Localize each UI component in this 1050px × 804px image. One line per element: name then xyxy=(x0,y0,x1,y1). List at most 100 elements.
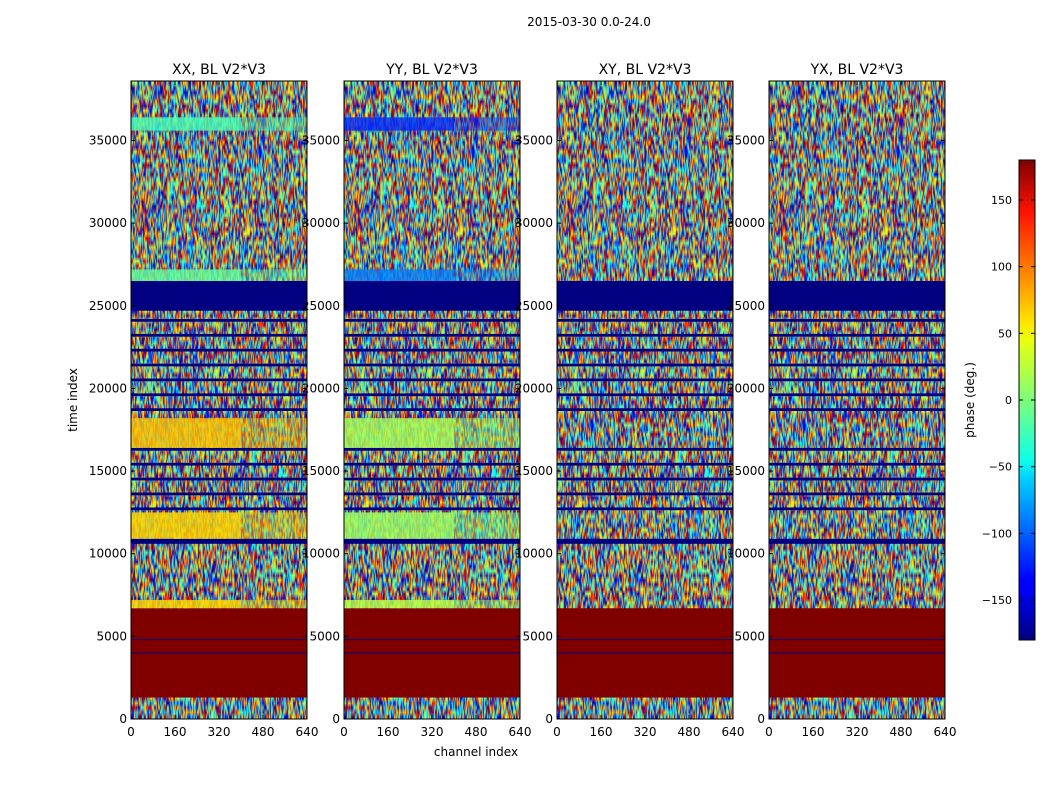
y-tick-label: 15000 xyxy=(302,464,340,478)
flagged-row-stripe xyxy=(557,333,733,337)
x-tick-label: 320 xyxy=(846,725,869,739)
panel-xy: XY, BL V2*V3 0 160 320 480 640 0 5000 10000 15000… xyxy=(515,62,745,739)
flagged-row-stripe xyxy=(131,363,307,367)
flagged-row-stripe xyxy=(769,393,945,397)
flagged-row-stripe xyxy=(769,348,945,352)
coherent-phase-band xyxy=(454,418,520,448)
y-tick-label: 10000 xyxy=(515,547,553,561)
flagged-row-stripe xyxy=(557,462,733,466)
coherent-phase-band xyxy=(241,117,307,131)
x-tick-label: 320 xyxy=(421,725,444,739)
y-tick-label: 20000 xyxy=(302,381,340,395)
flagged-row-stripe xyxy=(131,507,307,511)
colorbar-tick-label: 100 xyxy=(991,261,1012,274)
coherent-phase-band xyxy=(454,599,520,609)
coherent-phase-band xyxy=(241,418,307,448)
y-tick-label: 35000 xyxy=(302,134,340,148)
flagged-row-stripe xyxy=(131,348,307,352)
flagged-row-stripe xyxy=(344,319,520,322)
flagged-row-stripe xyxy=(131,477,307,481)
y-tick-label: 25000 xyxy=(727,299,765,313)
flagged-row-stripe xyxy=(344,333,520,337)
uniform-phase-band xyxy=(769,538,945,544)
y-tick-label: 25000 xyxy=(302,299,340,313)
panel-title: YX, BL V2*V3 xyxy=(810,62,904,78)
coherent-phase-band xyxy=(344,269,454,281)
y-tick-label: 15000 xyxy=(727,464,765,478)
colorbar-label: phase (deg.) xyxy=(963,362,977,438)
uniform-phase-band xyxy=(131,280,307,311)
x-tick-label: 480 xyxy=(465,725,488,739)
panel-xx: XX, BL V2*V3 0 160 320 480 640 0 5000 10000 15000… xyxy=(89,62,319,739)
flagged-row-stripe xyxy=(344,447,520,451)
x-tick-label: 640 xyxy=(509,725,532,739)
y-tick-label: 20000 xyxy=(727,381,765,395)
flagged-row-stripe xyxy=(344,408,520,411)
uniform-phase-band xyxy=(557,538,733,544)
flagged-row-stripe xyxy=(557,507,733,511)
flagged-row-stripe xyxy=(131,447,307,451)
y-tick-label: 10000 xyxy=(727,547,765,561)
panel-image xyxy=(131,81,307,719)
panel-yx: YX, BL V2*V3 0 160 320 480 640 0 5000 10000 15000… xyxy=(727,62,957,739)
flagged-row-stripe xyxy=(344,492,520,496)
flagged-row-stripe xyxy=(557,477,733,481)
flagged-row-stripe xyxy=(557,378,733,382)
flagged-row-stripe xyxy=(557,393,733,397)
coherent-phase-band xyxy=(131,599,241,609)
y-tick-label: 30000 xyxy=(727,216,765,230)
panel-yy: YY, BL V2*V3 0 160 320 480 640 0 5000 10000 15000… xyxy=(302,62,532,739)
colorbar-tick-label: 0 xyxy=(1005,394,1012,407)
y-tick-label: 5000 xyxy=(309,629,340,643)
flagged-row-stripe xyxy=(344,393,520,397)
flagged-row-stripe xyxy=(344,348,520,352)
uniform-phase-band xyxy=(131,538,307,544)
y-tick-label: 35000 xyxy=(727,134,765,148)
y-tick-label: 20000 xyxy=(89,381,127,395)
colorbar-tick-label: −150 xyxy=(982,594,1012,607)
y-tick-label: 25000 xyxy=(89,299,127,313)
coherent-phase-band xyxy=(344,117,454,131)
y-axis-label: time index xyxy=(66,368,80,432)
y-tick-label: 5000 xyxy=(734,629,765,643)
figure-suptitle: 2015-03-30 0.0-24.0 xyxy=(527,15,651,29)
flagged-row-stripe xyxy=(769,363,945,367)
flagged-row-stripe xyxy=(769,462,945,466)
panel-title: XY, BL V2*V3 xyxy=(599,62,692,78)
y-tick-label: 35000 xyxy=(89,134,127,148)
y-tick-label: 30000 xyxy=(89,216,127,230)
x-tick-label: 0 xyxy=(340,725,348,739)
coherent-phase-band xyxy=(344,512,454,539)
y-tick-label: 0 xyxy=(119,712,127,726)
y-tick-label: 5000 xyxy=(96,629,127,643)
y-tick-label: 0 xyxy=(757,712,765,726)
x-tick-label: 640 xyxy=(934,725,957,739)
colorbar-tick-label: 150 xyxy=(991,194,1012,207)
x-tick-label: 480 xyxy=(252,725,275,739)
coherent-phase-band xyxy=(131,117,241,131)
flagged-row-stripe xyxy=(131,393,307,397)
y-tick-label: 15000 xyxy=(515,464,553,478)
coherent-phase-band xyxy=(131,418,241,448)
flagged-row-stripe xyxy=(131,462,307,466)
y-tick-label: 10000 xyxy=(89,547,127,561)
y-tick-label: 30000 xyxy=(515,216,553,230)
flagged-row-stripe xyxy=(769,477,945,481)
coherent-phase-band xyxy=(454,117,520,131)
coherent-phase-band xyxy=(241,599,307,609)
x-tick-label: 480 xyxy=(890,725,913,739)
x-axis-label: channel index xyxy=(434,745,518,759)
y-tick-label: 0 xyxy=(545,712,553,726)
x-tick-label: 160 xyxy=(802,725,825,739)
flagged-row-stripe xyxy=(769,507,945,511)
uniform-phase-band xyxy=(769,280,945,311)
flagged-row-stripe xyxy=(557,348,733,352)
y-tick-label: 5000 xyxy=(522,629,553,643)
x-tick-label: 0 xyxy=(127,725,135,739)
flagged-row-stripe xyxy=(131,408,307,411)
coherent-phase-band xyxy=(241,512,307,539)
y-tick-label: 10000 xyxy=(302,547,340,561)
x-tick-label: 320 xyxy=(634,725,657,739)
y-tick-label: 30000 xyxy=(302,216,340,230)
